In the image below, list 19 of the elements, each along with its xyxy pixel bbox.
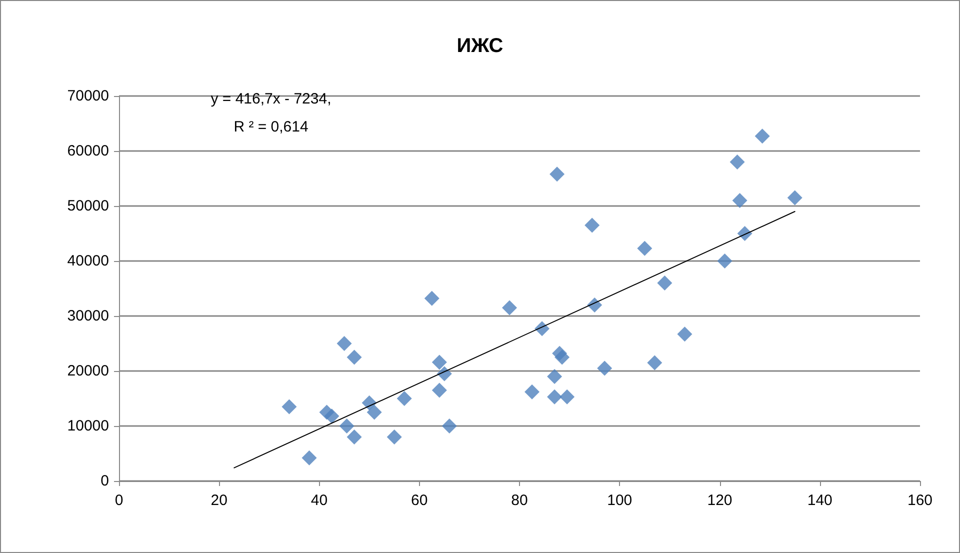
x-tick-label: 100 [607, 492, 632, 509]
annotation: y = 416,7x - 7234, R ² = 0,614 [210, 90, 332, 136]
x-tick-label: 60 [411, 492, 428, 509]
y-tick-label: 10000 [67, 418, 109, 434]
x-tick-label: 140 [807, 492, 832, 509]
x-tick-label: 120 [707, 492, 732, 509]
y-tick-label: 30000 [67, 308, 109, 324]
chart-title: ИЖС [456, 35, 504, 57]
y-tick-label: 60000 [67, 142, 109, 160]
y-tick-label: 70000 [67, 88, 109, 104]
y-tick-label: 0 [100, 472, 109, 490]
y-tick-label: 20000 [67, 362, 109, 380]
x-tick-label: 40 [310, 492, 328, 509]
x-tick-label: 80 [511, 492, 528, 509]
y-tick-label: 50000 [67, 198, 109, 214]
x-tick-label: 0 [114, 492, 124, 509]
x-tick-label: 160 [907, 492, 933, 509]
x-tick-label: 20 [210, 492, 228, 509]
y-tick-label: 40000 [67, 252, 109, 270]
